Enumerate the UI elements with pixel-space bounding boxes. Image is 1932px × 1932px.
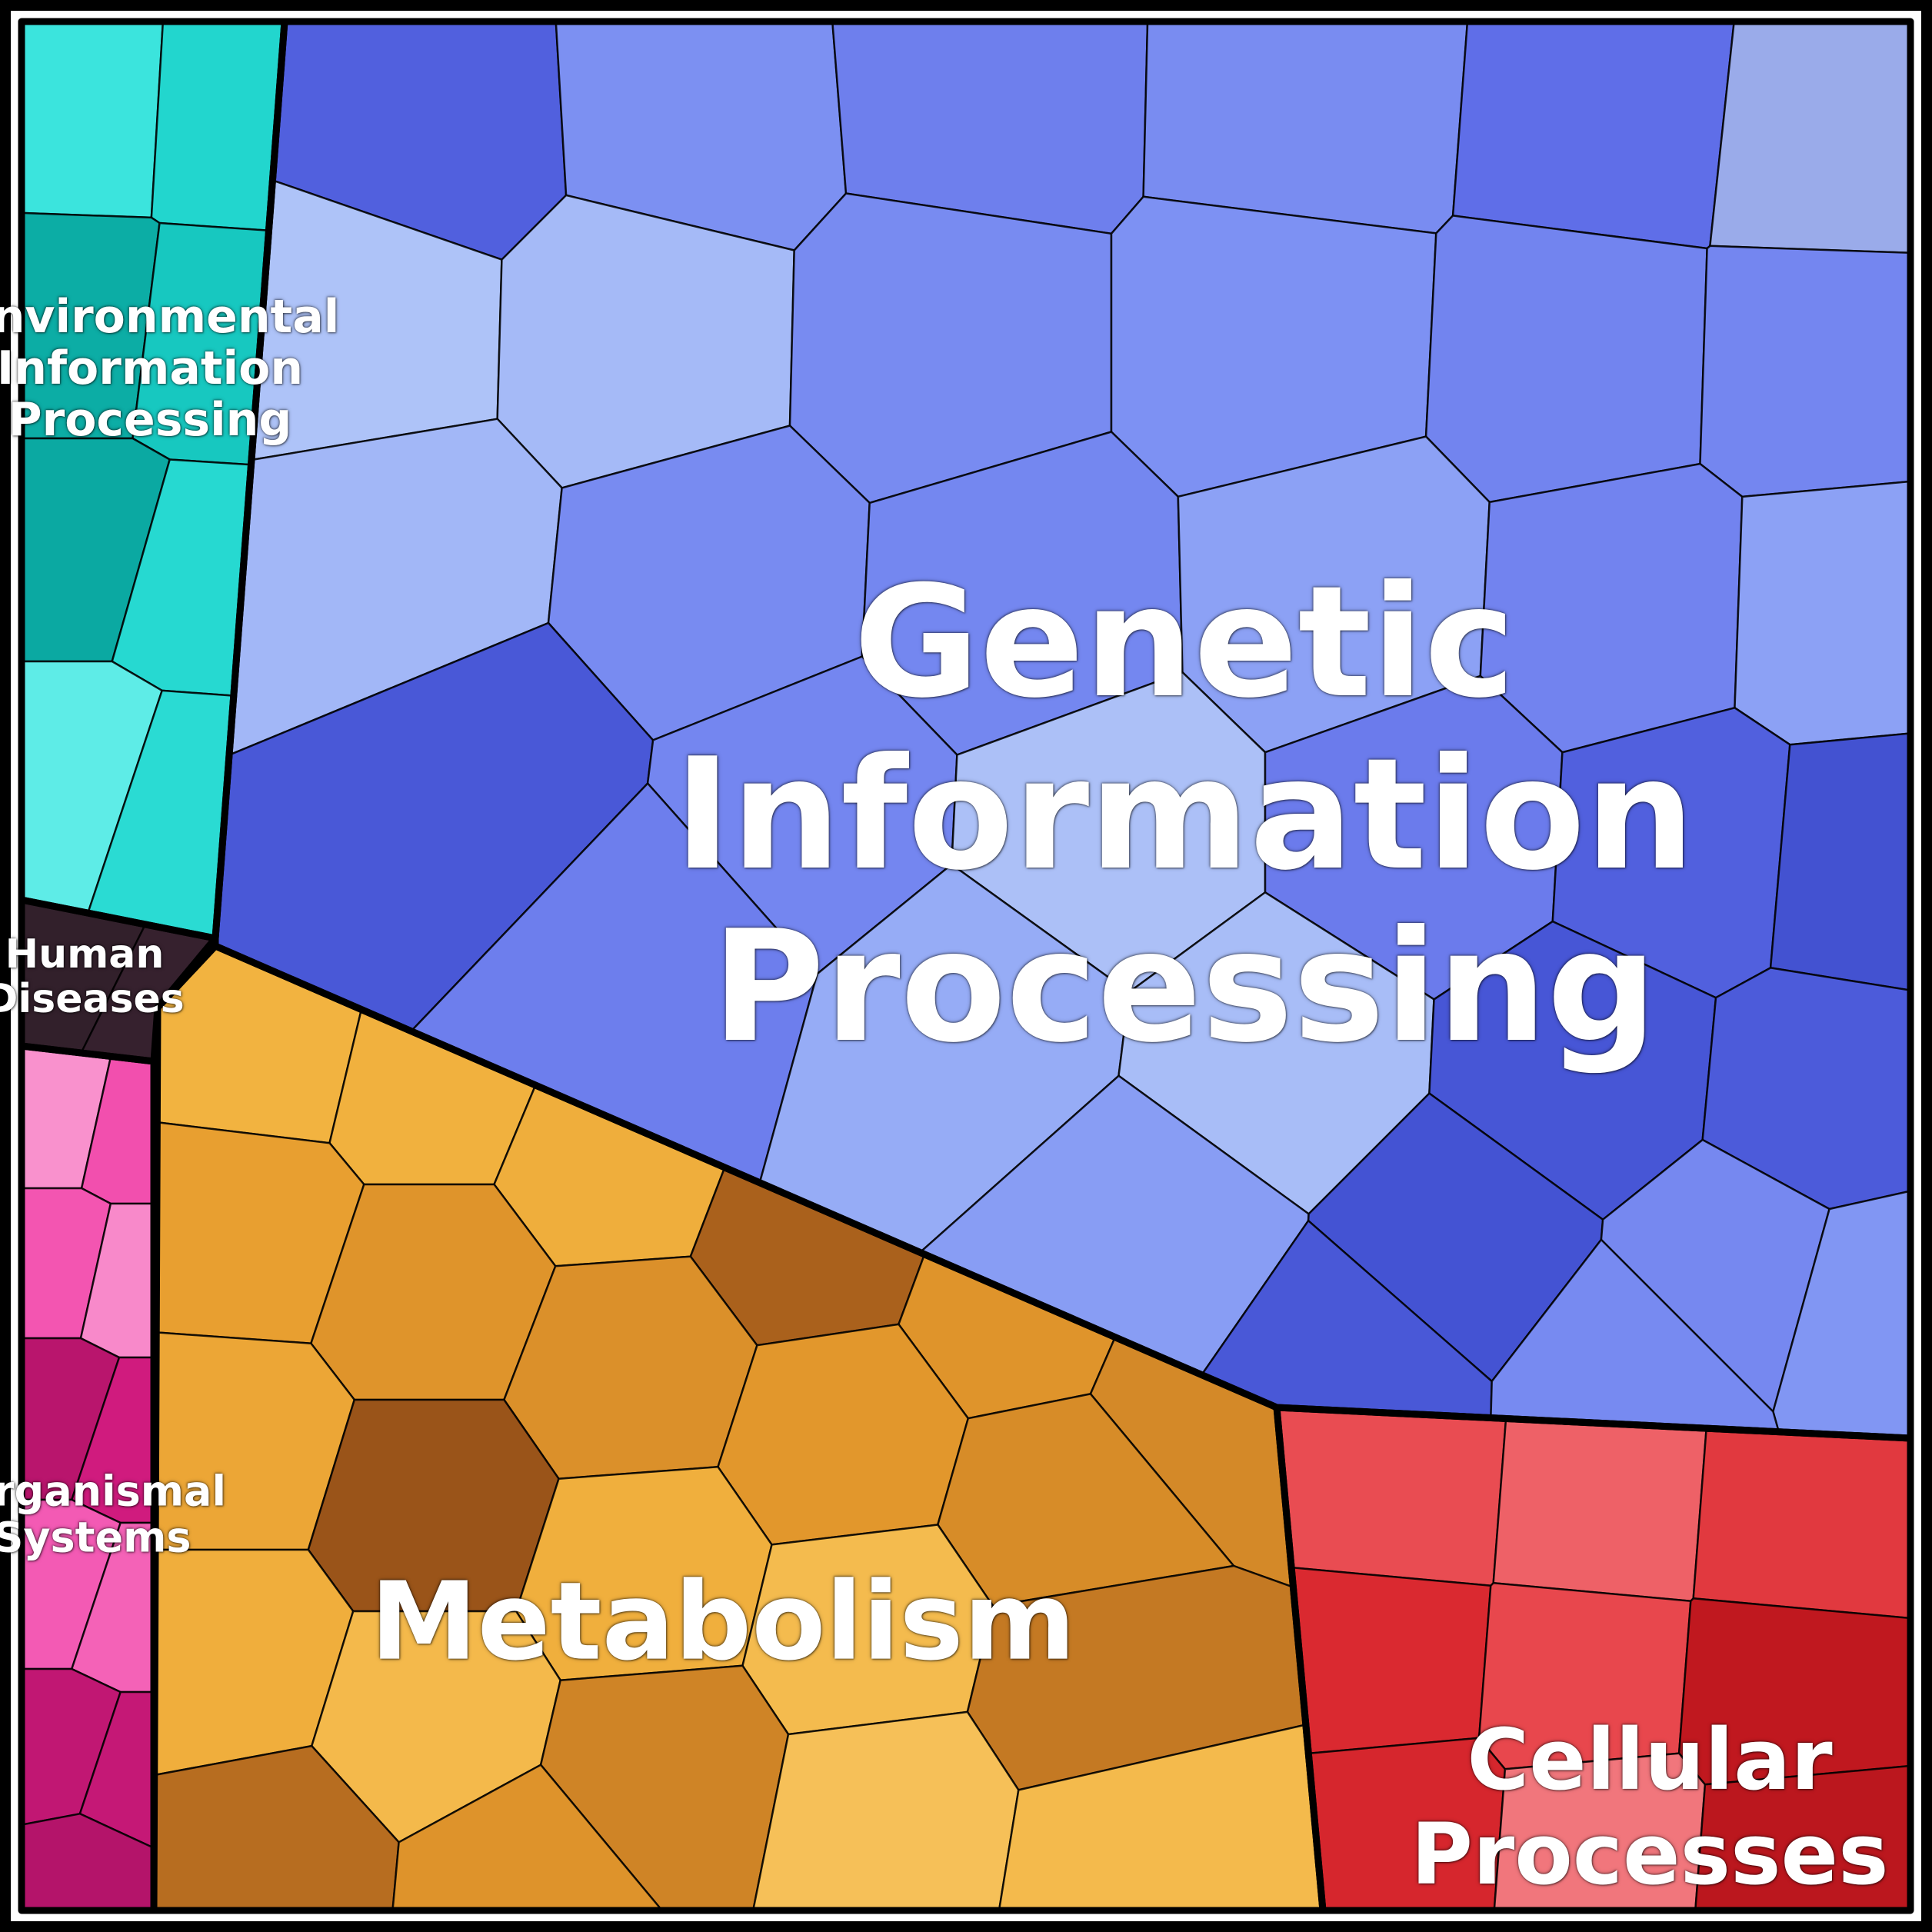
cell [1494,1419,1707,1601]
cell [1700,246,1911,497]
voronoi-treemap-stage: Genetic Information ProcessingMetabolism… [0,0,1932,1932]
cell [753,1712,1018,1910]
voronoi-svg [0,0,1932,1932]
cell [22,22,163,218]
cell [1770,734,1910,991]
cell [1479,1583,1690,1769]
cell [1694,1428,1910,1618]
cell [1481,464,1743,752]
cell [1735,481,1911,744]
cell [1494,1754,1705,1910]
cell [152,22,285,231]
cell [1277,1407,1506,1586]
cell [1308,1738,1505,1910]
cell [743,1525,994,1735]
region-organismal [22,1046,154,1910]
cell [1291,1567,1491,1754]
cell [1679,1598,1910,1784]
cell [516,1467,771,1680]
cell [308,1400,559,1611]
cell [1710,22,1910,253]
cell [1695,1766,1910,1910]
cell [1144,22,1467,233]
region-cellular [1277,1407,1910,1910]
cell [1426,215,1707,502]
cell [1453,22,1734,248]
